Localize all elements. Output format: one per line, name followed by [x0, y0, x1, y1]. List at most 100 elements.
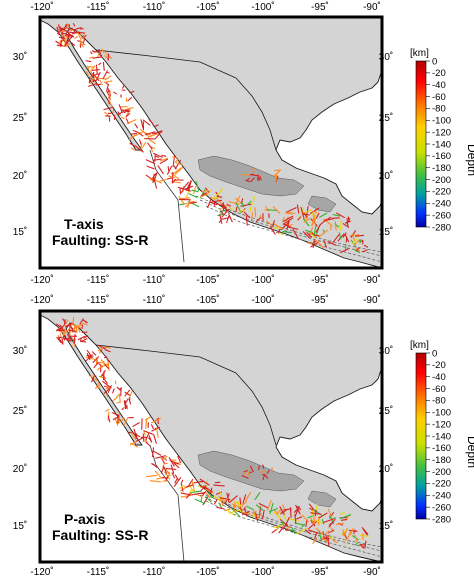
stress-axis-glyph: [348, 529, 358, 532]
stress-axis-glyph: [209, 201, 218, 206]
stress-axis-glyph: [327, 216, 332, 220]
stress-axis-glyph: [245, 215, 248, 226]
lon-ticks-top: -120˚ -115˚ -110˚ -105˚ -100˚ -95˚ -90˚: [30, 294, 381, 306]
stress-axis-glyph: [138, 132, 144, 137]
stress-axis-glyph: [179, 197, 190, 200]
stress-axis-glyph: [56, 28, 64, 35]
stress-axis-glyph: [142, 119, 151, 126]
stress-axis-glyph: [247, 468, 251, 476]
stress-axis-glyph: [147, 142, 153, 150]
stress-axis-glyph: [205, 492, 211, 499]
stress-axis-glyph: [246, 505, 254, 511]
stress-axis-glyph: [185, 484, 194, 488]
stress-axis-glyph: [105, 408, 110, 412]
lon-tick: -90˚: [363, 294, 381, 306]
stress-axis-glyph: [280, 508, 288, 515]
stress-axis-glyph: [86, 352, 91, 361]
stress-axis-glyph: [104, 54, 109, 60]
stress-axis-glyph: [304, 529, 311, 535]
stress-axis-glyph: [74, 35, 79, 39]
stress-axis-glyph: [296, 204, 300, 214]
stress-axis-glyph: [240, 511, 251, 516]
stress-axis-glyph: [353, 529, 356, 535]
stress-axis-glyph: [307, 242, 313, 245]
stress-axis-glyph: [105, 84, 109, 92]
stress-axis-glyph: [289, 518, 300, 522]
stress-axis-glyph: [254, 491, 261, 501]
stress-axis-glyph: [312, 537, 318, 544]
stress-axis-glyph: [275, 174, 278, 182]
colorbar-title: Depth: [465, 436, 474, 468]
colorbar-tick-label: -60: [432, 384, 446, 395]
stress-axis-glyph: [107, 87, 111, 93]
stress-axis-glyph: [199, 478, 210, 486]
stress-axis-glyph: [78, 39, 84, 48]
stress-axis-glyph: [342, 232, 347, 238]
stress-axis-glyph: [97, 344, 106, 350]
stress-axis-glyph: [279, 518, 289, 528]
stress-axis-glyph: [163, 462, 168, 465]
stress-axis-glyph: [96, 77, 107, 80]
stress-axis-glyph: [120, 116, 125, 120]
stress-axis-glyph: [307, 515, 313, 519]
stress-axis-glyph: [79, 318, 84, 325]
stress-axis-glyph: [59, 325, 66, 333]
stress-axis-glyph: [240, 198, 244, 205]
stress-axis-glyph: [309, 507, 314, 511]
stress-axis-glyph: [235, 197, 242, 204]
stress-axis-glyph: [68, 33, 75, 38]
stress-axis-glyph: [60, 34, 68, 38]
stress-axis-glyph: [140, 119, 144, 129]
stress-axis-glyph: [177, 460, 182, 464]
colorbar-tick-label: -100: [432, 116, 451, 127]
stress-axis-glyph: [173, 165, 177, 170]
stress-axis-glyph: [232, 500, 243, 507]
lat-tick: 30˚: [13, 51, 27, 63]
stress-axis-glyph: [249, 465, 254, 473]
stress-axis-glyph: [102, 380, 111, 388]
stress-axis-glyph: [249, 206, 252, 212]
lon-tick: -105˚: [196, 294, 219, 306]
stress-axis-glyph: [210, 197, 219, 199]
stress-axis-glyph: [81, 338, 88, 342]
stress-axis-glyph: [201, 192, 208, 197]
stress-axis-glyph: [320, 536, 329, 543]
stress-axis-glyph: [332, 539, 339, 544]
stress-axis-glyph: [327, 240, 337, 247]
lon-tick: -110˚: [143, 1, 166, 13]
stress-axis-glyph: [195, 181, 200, 191]
stress-axis-glyph: [314, 531, 318, 539]
stress-axis-glyph: [148, 435, 153, 443]
stress-axis-glyph: [351, 234, 356, 241]
map-frame: [38, 309, 384, 564]
highland-plateau: [197, 450, 305, 492]
stress-axis-glyph: [313, 509, 323, 517]
stress-axis-glyph: [76, 31, 85, 34]
stress-axis-glyph: [183, 200, 195, 205]
stress-axis-glyph: [55, 323, 62, 328]
stress-axis-glyph: [85, 70, 90, 76]
colorbar-tick-label: 0: [432, 348, 437, 359]
stress-axis-glyph: [323, 239, 328, 248]
stress-axis-glyph: [323, 518, 334, 524]
stress-axis-glyph: [190, 488, 195, 493]
stress-axis-glyph: [283, 516, 290, 528]
lon-ticks-top: -120˚ -115˚ -110˚ -105˚ -100˚ -95˚ -90˚: [30, 1, 381, 13]
stress-axis-glyph: [206, 478, 209, 488]
stress-axis-glyph: [85, 60, 92, 63]
stress-axis-glyph: [355, 234, 365, 237]
stress-axis-glyph: [266, 469, 270, 474]
stress-axis-glyph: [124, 389, 131, 397]
stress-axis-glyph: [133, 130, 145, 137]
stress-axis-glyph: [281, 520, 285, 527]
colorbar-gradient: [415, 352, 427, 520]
stress-axis-glyph: [95, 64, 98, 74]
stress-axis-glyph: [77, 335, 86, 341]
stress-axis-glyph: [344, 233, 350, 243]
stress-axis-glyph: [102, 371, 105, 381]
stress-axis-glyph: [130, 132, 138, 135]
stress-axis-glyph: [83, 335, 89, 339]
stress-axis-glyph: [258, 465, 260, 471]
stress-axis-glyph: [245, 491, 252, 502]
